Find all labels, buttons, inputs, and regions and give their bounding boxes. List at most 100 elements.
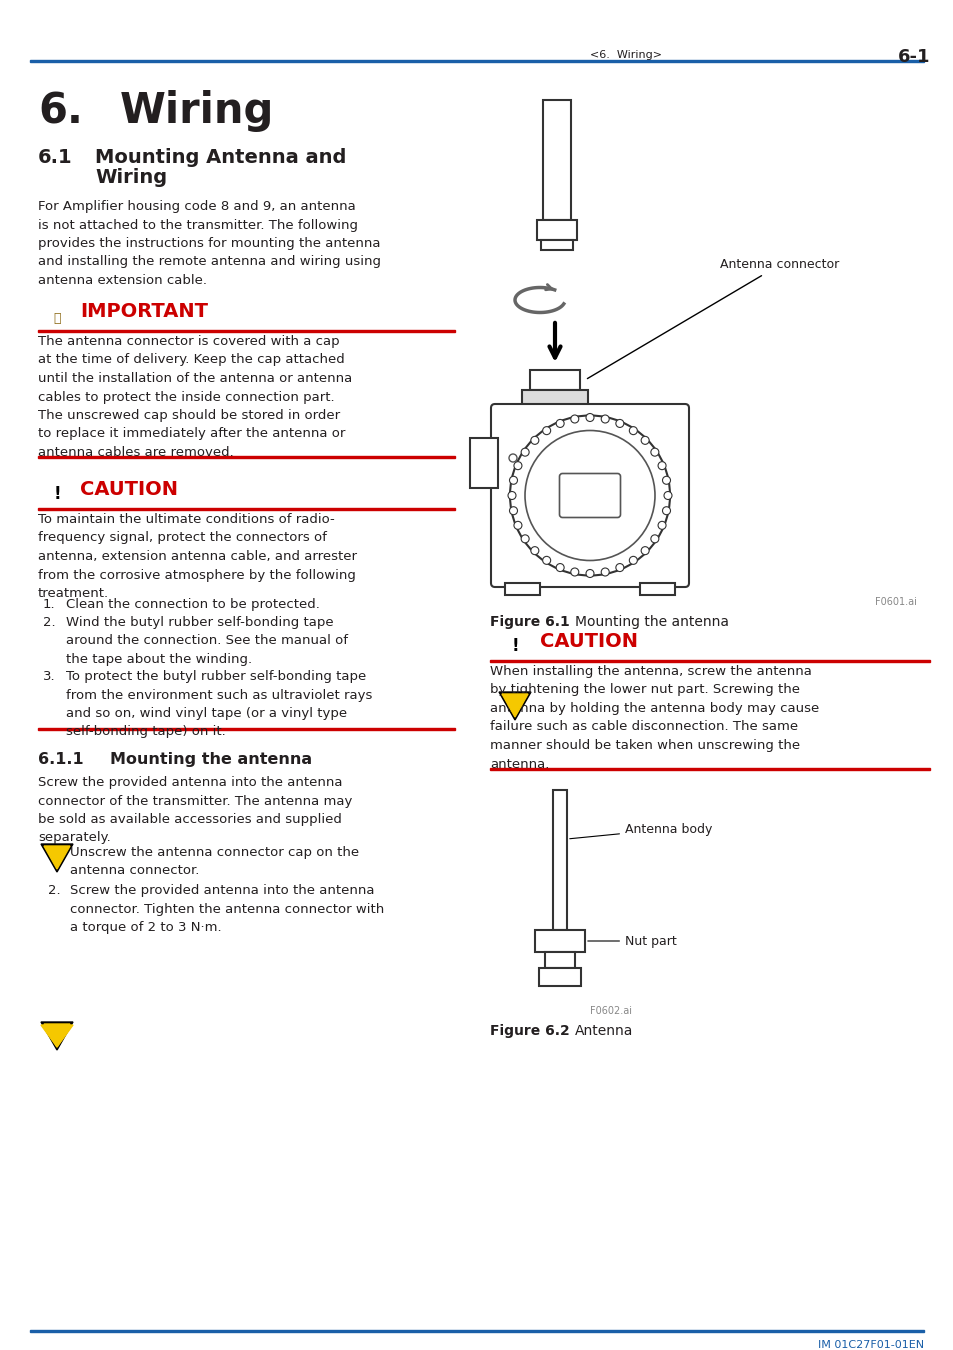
Text: CAUTION: CAUTION <box>539 632 638 651</box>
Text: 2.: 2. <box>43 616 55 629</box>
Bar <box>639 583 675 595</box>
Circle shape <box>650 448 659 456</box>
Circle shape <box>585 413 594 421</box>
Text: 2.: 2. <box>48 884 61 896</box>
Text: Nut part: Nut part <box>587 934 676 948</box>
Text: The antenna connector is covered with a cap
at the time of delivery. Keep the ca: The antenna connector is covered with a … <box>38 335 352 459</box>
Bar <box>470 437 497 487</box>
Circle shape <box>510 416 669 575</box>
Text: IM 01C27F01-01EN: IM 01C27F01-01EN <box>817 1341 923 1350</box>
Circle shape <box>661 506 670 514</box>
Bar <box>540 240 573 250</box>
Text: 6.1.1: 6.1.1 <box>38 752 84 767</box>
Polygon shape <box>41 1022 73 1050</box>
Bar <box>490 660 929 662</box>
Polygon shape <box>498 693 531 720</box>
Circle shape <box>640 436 648 444</box>
Bar <box>30 59 923 62</box>
Polygon shape <box>41 1025 73 1048</box>
Text: F0602.ai: F0602.ai <box>589 1006 631 1017</box>
Text: <6.  Wiring>: <6. Wiring> <box>589 50 661 59</box>
Bar <box>538 968 580 986</box>
Circle shape <box>663 491 671 500</box>
Circle shape <box>514 462 521 470</box>
Circle shape <box>658 521 665 529</box>
Bar <box>553 790 566 930</box>
Bar <box>530 370 579 390</box>
Polygon shape <box>44 846 70 869</box>
Circle shape <box>616 563 623 571</box>
Circle shape <box>585 570 594 578</box>
Bar <box>544 952 575 968</box>
Circle shape <box>542 427 550 435</box>
Text: Clean the connection to be protected.: Clean the connection to be protected. <box>66 598 319 612</box>
Text: Wiring: Wiring <box>95 167 167 188</box>
Text: IMPORTANT: IMPORTANT <box>80 302 208 321</box>
Text: !: ! <box>53 485 61 504</box>
Bar <box>521 390 587 408</box>
Bar <box>537 220 577 240</box>
Circle shape <box>509 454 517 462</box>
Circle shape <box>640 547 648 555</box>
Text: 3.: 3. <box>43 670 55 683</box>
Text: 6.1: 6.1 <box>38 148 72 167</box>
Bar <box>38 329 455 332</box>
Text: ✋: ✋ <box>53 312 61 324</box>
Text: Figure 6.2: Figure 6.2 <box>490 1025 569 1038</box>
Polygon shape <box>44 1025 70 1048</box>
Text: 1.: 1. <box>43 598 55 612</box>
Text: Figure 6.1: Figure 6.1 <box>490 616 569 629</box>
Circle shape <box>530 436 538 444</box>
Circle shape <box>509 477 517 485</box>
Text: !: ! <box>511 637 518 655</box>
Circle shape <box>556 563 563 571</box>
Bar <box>504 583 539 595</box>
FancyBboxPatch shape <box>558 474 619 517</box>
Circle shape <box>650 535 659 543</box>
Circle shape <box>509 506 517 514</box>
Bar <box>490 768 929 770</box>
Circle shape <box>658 462 665 470</box>
Circle shape <box>530 547 538 555</box>
Circle shape <box>570 414 578 423</box>
Circle shape <box>542 556 550 564</box>
Polygon shape <box>41 844 73 872</box>
Text: Antenna connector: Antenna connector <box>587 258 839 378</box>
Circle shape <box>600 414 609 423</box>
Text: To protect the butyl rubber self-bonding tape
from the environment such as ultra: To protect the butyl rubber self-bonding… <box>66 670 372 738</box>
Text: Unscrew the antenna connector cap on the
antenna connector.: Unscrew the antenna connector cap on the… <box>70 846 358 878</box>
Circle shape <box>514 521 521 529</box>
Bar <box>38 728 455 730</box>
Polygon shape <box>501 694 527 717</box>
Circle shape <box>520 535 529 543</box>
Text: Screw the provided antenna into the antenna
connector of the transmitter. The an: Screw the provided antenna into the ante… <box>38 776 352 845</box>
Text: Mounting the antenna: Mounting the antenna <box>110 752 312 767</box>
Circle shape <box>629 556 637 564</box>
Text: F0601.ai: F0601.ai <box>874 597 916 608</box>
Bar <box>38 508 455 510</box>
Text: Mounting Antenna and: Mounting Antenna and <box>95 148 346 167</box>
Circle shape <box>629 427 637 435</box>
Circle shape <box>661 477 670 485</box>
Circle shape <box>524 431 655 560</box>
Text: CAUTION: CAUTION <box>80 481 178 500</box>
Circle shape <box>570 568 578 576</box>
Text: Mounting the antenna: Mounting the antenna <box>575 616 728 629</box>
Text: 6-1: 6-1 <box>897 49 929 66</box>
FancyBboxPatch shape <box>491 404 688 587</box>
Text: Wiring: Wiring <box>120 90 274 132</box>
Text: Wind the butyl rubber self-bonding tape
around the connection. See the manual of: Wind the butyl rubber self-bonding tape … <box>66 616 348 666</box>
Text: When installing the antenna, screw the antenna
by tightening the lower nut part.: When installing the antenna, screw the a… <box>490 666 819 771</box>
Circle shape <box>520 448 529 456</box>
Text: To maintain the ultimate conditions of radio-
frequency signal, protect the conn: To maintain the ultimate conditions of r… <box>38 513 356 599</box>
Text: For Amplifier housing code 8 and 9, an antenna
is not attached to the transmitte: For Amplifier housing code 8 and 9, an a… <box>38 200 380 288</box>
Circle shape <box>507 491 516 500</box>
Text: 6.: 6. <box>38 90 83 132</box>
Text: Screw the provided antenna into the antenna
connector. Tighten the antenna conne: Screw the provided antenna into the ante… <box>70 884 384 934</box>
Text: 1.: 1. <box>48 846 61 859</box>
Bar <box>38 456 455 458</box>
Text: Antenna body: Antenna body <box>569 822 712 838</box>
Circle shape <box>556 420 563 428</box>
Bar <box>535 930 584 952</box>
Circle shape <box>600 568 609 576</box>
